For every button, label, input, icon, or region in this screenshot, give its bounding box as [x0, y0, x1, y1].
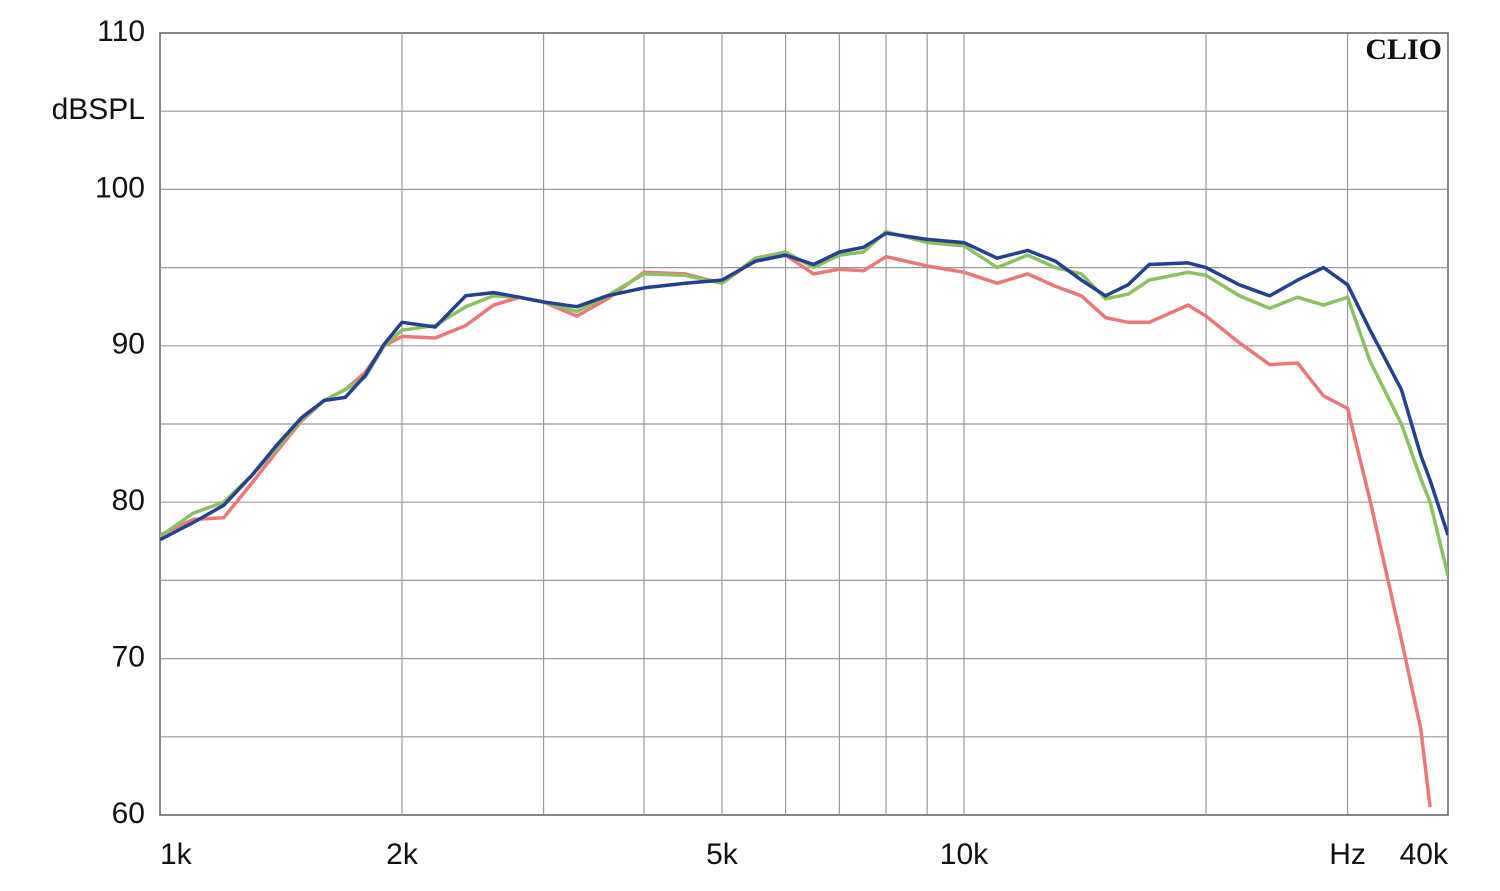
series-line — [160, 231, 1448, 542]
y-axis-label: dBSPL — [52, 93, 145, 126]
y-tick-label: 110 — [97, 15, 145, 48]
y-tick-label: 80 — [112, 484, 145, 517]
watermark: CLIO — [1365, 33, 1442, 66]
plot-frame — [159, 32, 1449, 816]
x-axis-label: Hz — [1329, 838, 1366, 871]
y-tick-label: 90 — [112, 328, 145, 361]
x-tick-label: 2k — [386, 838, 419, 871]
series-line — [160, 229, 1448, 577]
x-tick-label: 1k — [160, 838, 193, 871]
x-tick-label: 5k — [706, 838, 739, 871]
series-line — [160, 253, 1432, 808]
y-tick-label: 60 — [112, 797, 145, 830]
y-tick-label: 70 — [112, 641, 145, 674]
y-tick-label: 100 — [95, 171, 145, 204]
x-tick-label: 10k — [940, 838, 989, 871]
x-tick-label: 40k — [1400, 838, 1449, 871]
